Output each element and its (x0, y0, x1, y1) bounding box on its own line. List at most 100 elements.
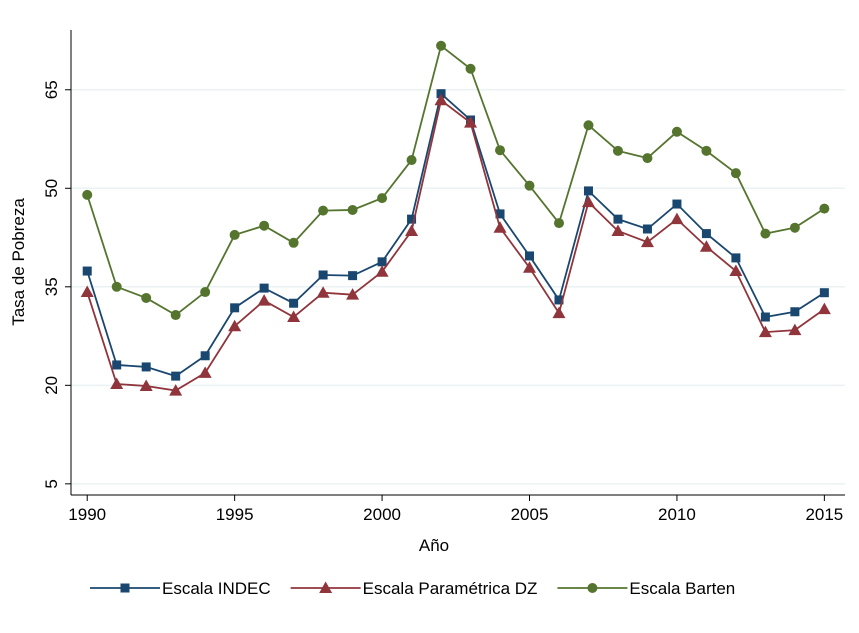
marker (817, 302, 831, 315)
marker (80, 285, 94, 298)
marker (287, 310, 301, 323)
marker (169, 384, 183, 396)
marker (259, 220, 270, 231)
marker (436, 89, 446, 99)
marker (640, 235, 654, 248)
marker (587, 583, 598, 593)
x-tick-label: 1990 (68, 505, 106, 524)
series-line (86, 98, 825, 392)
marker (347, 204, 358, 215)
marker (318, 270, 328, 280)
marker (110, 377, 124, 390)
marker (672, 199, 682, 209)
marker (348, 271, 358, 281)
marker (346, 288, 360, 300)
legend-label: Escala INDEC (162, 579, 271, 598)
marker (319, 581, 333, 593)
marker (699, 240, 713, 252)
y-tick-label: 35 (42, 277, 61, 296)
marker (731, 253, 741, 263)
marker (375, 265, 389, 277)
legend-label: Escala Barten (629, 579, 735, 598)
marker (405, 224, 419, 236)
legend-label: Escala Paramétrica DZ (363, 579, 538, 598)
marker (288, 237, 299, 248)
series-line (86, 92, 825, 378)
x-axis-title: Año (419, 536, 449, 555)
marker (111, 281, 122, 292)
marker (819, 203, 830, 214)
marker (436, 40, 447, 51)
marker (581, 195, 595, 208)
marker (112, 360, 122, 370)
marker (788, 323, 802, 336)
marker (493, 221, 507, 233)
marker (318, 205, 329, 216)
y-tick-label: 65 (42, 80, 61, 99)
marker (259, 283, 269, 293)
marker (377, 193, 388, 204)
marker (789, 222, 800, 233)
marker (228, 319, 242, 332)
marker (613, 214, 623, 224)
marker (316, 286, 330, 298)
marker (642, 153, 653, 164)
marker (230, 303, 240, 313)
marker (82, 266, 92, 276)
marker (170, 310, 181, 321)
marker (464, 116, 478, 128)
marker (701, 229, 711, 239)
y-tick-label: 20 (42, 376, 61, 395)
y-tick-label: 50 (42, 179, 61, 198)
marker (729, 264, 743, 277)
x-tick-label: 2010 (658, 505, 696, 524)
y-axis-title: Tasa de Pobreza (9, 198, 28, 326)
marker (790, 307, 800, 317)
marker (554, 295, 564, 305)
marker (141, 362, 151, 372)
marker (730, 168, 741, 179)
marker (583, 186, 593, 196)
marker (289, 298, 299, 308)
marker (200, 351, 210, 361)
marker (407, 214, 417, 224)
marker (552, 306, 566, 319)
marker (819, 288, 829, 298)
marker (670, 212, 684, 225)
marker (120, 583, 130, 593)
x-tick-label: 2000 (363, 505, 401, 524)
marker (257, 294, 271, 306)
marker (758, 325, 772, 338)
marker (495, 209, 505, 219)
x-tick-label: 2015 (805, 505, 843, 524)
marker (583, 120, 594, 131)
marker (406, 155, 417, 166)
marker (377, 257, 387, 267)
marker (229, 229, 240, 240)
marker (434, 93, 448, 106)
marker (525, 251, 535, 261)
marker (198, 366, 212, 378)
marker (523, 261, 537, 273)
series-line (86, 44, 825, 317)
marker (760, 228, 771, 239)
x-tick-label: 1995 (216, 505, 254, 524)
marker (524, 180, 535, 191)
marker (495, 145, 506, 156)
marker (642, 224, 652, 234)
marker (611, 224, 625, 236)
marker (139, 379, 153, 391)
marker (701, 145, 712, 156)
marker (760, 312, 770, 322)
marker (553, 218, 564, 229)
y-tick-label: 5 (42, 479, 61, 488)
marker (141, 292, 152, 303)
marker (82, 189, 93, 200)
x-tick-label: 2005 (511, 505, 549, 524)
marker (671, 126, 682, 137)
marker (612, 145, 623, 156)
marker (200, 287, 211, 298)
marker (171, 371, 181, 381)
